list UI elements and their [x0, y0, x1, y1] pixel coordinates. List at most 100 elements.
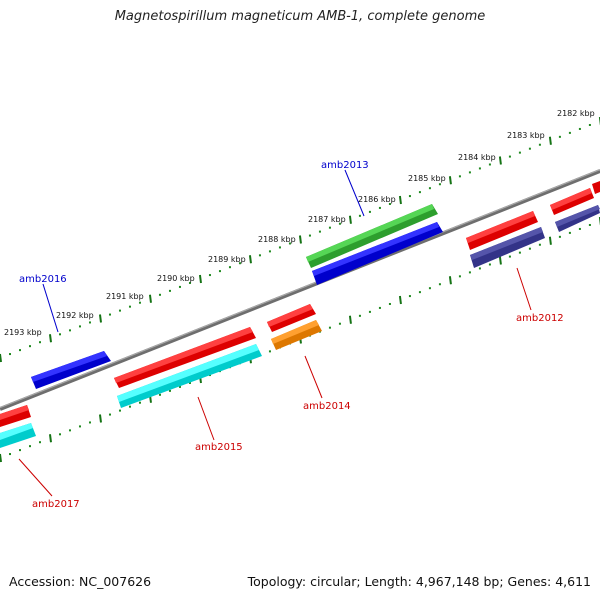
tick-label-2187: 2187 kbp: [308, 215, 346, 224]
upper-track-minor-tick: [19, 349, 21, 351]
lower-track-major-tick: [500, 257, 501, 265]
lower-track-minor-tick: [129, 406, 131, 408]
lower-track-minor-tick: [539, 244, 541, 246]
lower-track-minor-tick: [579, 228, 581, 230]
leader-line-amb2017: [19, 459, 52, 496]
genome-map: 2182 kbp 2183 kbp 2184 kbp 2185 kbp 2186…: [0, 0, 600, 600]
tick-label-2192: 2192 kbp: [56, 311, 94, 320]
lower-track-minor-tick: [379, 307, 381, 309]
upper-track-minor-tick: [109, 314, 111, 316]
upper-track-major-tick: [300, 236, 301, 244]
leader-line-amb2015: [198, 397, 214, 440]
upper-track-minor-tick: [39, 341, 41, 343]
upper-track-minor-tick: [359, 215, 361, 217]
lower-track-minor-tick: [479, 267, 481, 269]
lower-track-major-tick: [400, 296, 401, 304]
lower-track-minor-tick: [119, 410, 121, 412]
leader-line-amb2016: [43, 284, 58, 332]
upper-track-minor-tick: [259, 254, 261, 256]
upper-track-minor-tick: [319, 231, 321, 233]
lower-track-minor-tick: [69, 429, 71, 431]
tick-label-2193: 2193 kbp: [4, 328, 42, 337]
gene-label-amb2015[interactable]: amb2015: [195, 442, 243, 453]
gene-label-amb2014[interactable]: amb2014: [303, 401, 351, 412]
lower-track-minor-tick: [559, 236, 561, 238]
upper-track-minor-tick: [429, 187, 431, 189]
lower-track-major-tick: [50, 434, 51, 442]
lower-track-minor-tick: [369, 311, 371, 313]
upper-track-major-tick: [350, 216, 351, 224]
upper-track-minor-tick: [9, 353, 11, 355]
tick-label-2188: 2188 kbp: [258, 235, 296, 244]
upper-track-minor-tick: [69, 329, 71, 331]
upper-track-minor-tick: [479, 167, 481, 169]
upper-track-minor-tick: [579, 128, 581, 130]
lower-track-minor-tick: [329, 327, 331, 329]
upper-track-minor-tick: [539, 144, 541, 146]
lower-track-minor-tick: [529, 248, 531, 250]
upper-track-major-tick: [0, 354, 1, 362]
gene-label-amb2013[interactable]: amb2013: [321, 160, 369, 171]
upper-track-minor-tick: [269, 250, 271, 252]
upper-track-minor-tick: [279, 246, 281, 248]
lower-track-minor-tick: [569, 232, 571, 234]
upper-track-major-tick: [50, 334, 51, 342]
upper-track-major-tick: [200, 275, 201, 283]
lower-track-minor-tick: [9, 453, 11, 455]
lower-track-minor-tick: [489, 263, 491, 265]
tick-label-2183: 2183 kbp: [507, 131, 545, 140]
tick-label-2182: 2182 kbp: [557, 109, 595, 118]
lower-track-minor-tick: [159, 394, 161, 396]
lower-track-minor-tick: [39, 441, 41, 443]
upper-track-minor-tick: [379, 207, 381, 209]
upper-track-major-tick: [550, 137, 551, 145]
upper-track-minor-tick: [79, 325, 81, 327]
gene-label-amb2016[interactable]: amb2016: [19, 274, 67, 285]
upper-track-minor-tick: [589, 124, 591, 126]
upper-track-major-tick: [150, 295, 151, 303]
lower-track-major-tick: [100, 415, 101, 423]
upper-track-minor-tick: [29, 345, 31, 347]
tick-label-2190: 2190 kbp: [157, 274, 195, 283]
upper-track-minor-tick: [59, 333, 61, 335]
upper-track-major-tick: [250, 255, 251, 263]
gene-label-amb2012[interactable]: amb2012: [516, 313, 564, 324]
genome-summary-text: Topology: circular; Length: 4,967,148 bp…: [248, 574, 591, 589]
tick-label-2184: 2184 kbp: [458, 153, 496, 162]
upper-track-minor-tick: [529, 148, 531, 150]
lower-track-minor-tick: [429, 287, 431, 289]
gene-bar-amb2010-outer[interactable]: [592, 181, 600, 194]
lower-track-minor-tick: [509, 256, 511, 258]
lower-track-minor-tick: [589, 224, 591, 226]
lower-track-minor-tick: [59, 433, 61, 435]
genome-backbone-highlight: [0, 170, 600, 408]
upper-track-minor-tick: [489, 163, 491, 165]
upper-track-minor-tick: [419, 191, 421, 193]
upper-track-major-tick: [500, 157, 501, 165]
accession-text: Accession: NC_007626: [9, 574, 151, 589]
lower-track-minor-tick: [389, 303, 391, 305]
lower-track-minor-tick: [139, 402, 141, 404]
lower-track-minor-tick: [459, 275, 461, 277]
leader-line-amb2013: [345, 170, 364, 216]
lower-track-minor-tick: [269, 350, 271, 352]
upper-track-major-tick: [450, 176, 451, 184]
upper-track-minor-tick: [209, 274, 211, 276]
upper-track-minor-tick: [509, 156, 511, 158]
lower-track-minor-tick: [109, 414, 111, 416]
upper-track-minor-tick: [179, 286, 181, 288]
tick-label-2191: 2191 kbp: [106, 292, 144, 301]
upper-track-major-tick: [400, 196, 401, 204]
upper-track-minor-tick: [439, 183, 441, 185]
gene-label-amb2017[interactable]: amb2017: [32, 499, 80, 510]
upper-track-minor-tick: [369, 211, 371, 213]
lower-track-major-tick: [550, 237, 551, 245]
upper-track-minor-tick: [309, 235, 311, 237]
upper-track-minor-tick: [459, 175, 461, 177]
upper-track-minor-tick: [329, 227, 331, 229]
leader-line-amb2014: [305, 356, 322, 398]
lower-track-minor-tick: [339, 323, 341, 325]
lower-track-minor-tick: [359, 315, 361, 317]
leader-lines: [19, 170, 531, 496]
upper-track-minor-tick: [409, 195, 411, 197]
